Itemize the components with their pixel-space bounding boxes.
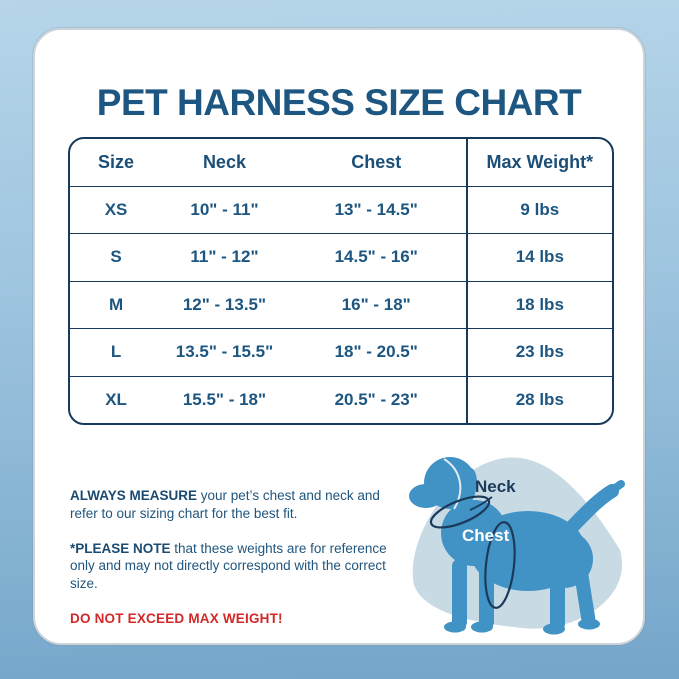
column-header-neck: Neck — [202, 151, 246, 172]
size-cell: XS — [104, 199, 128, 219]
measure-note-text: your pet’s chest and neck and refer to o… — [70, 488, 380, 521]
table-row-xs: XS 10" - 11" 13" - 14.5" 9 lbs — [70, 185, 612, 233]
page-title: PET HARNESS SIZE CHART — [96, 82, 582, 123]
reference-note-text: that these weights are for reference onl… — [70, 540, 387, 592]
measure-note: ALWAYS MEASURE your pet’s chest and neck… — [70, 487, 408, 523]
dog-measurement-diagram: Neck Chest — [402, 447, 642, 647]
size-cell: XL — [105, 389, 127, 409]
size-chart-card: PET HARNESS SIZE CHART Size Neck Chest M… — [33, 28, 645, 645]
neck-cell: 11" - 12" — [190, 247, 259, 267]
column-header-size: Size — [98, 151, 135, 172]
max-weight-cell: 9 lbs — [465, 186, 612, 233]
table-row-s: S 11" - 12" 14.5" - 16" 14 lbs — [70, 233, 612, 281]
chest-cell: 14.5" - 16" — [334, 247, 418, 267]
column-header-chest: Chest — [351, 151, 402, 172]
chest-measure-ring — [484, 521, 516, 609]
harness-size-table: Size Neck Chest Max Weight* XS 10" - 11"… — [68, 137, 614, 425]
chest-label: Chest — [462, 526, 510, 545]
measure-note-lead: ALWAYS MEASURE — [70, 488, 198, 503]
max-weight-warning: DO NOT EXCEED MAX WEIGHT! — [70, 611, 283, 627]
table-row-m: M 12" - 13.5" 16" - 18" 18 lbs — [70, 280, 612, 328]
chest-cell: 18" - 20.5" — [334, 342, 418, 362]
chest-cell: 20.5" - 23" — [334, 389, 418, 409]
neck-measure-highlight — [443, 458, 462, 510]
neck-cell: 15.5" - 18" — [182, 389, 267, 409]
dog-illustration — [409, 457, 625, 635]
table-row-l: L 13.5" - 15.5" 18" - 20.5" 23 lbs — [70, 328, 612, 376]
table-header-row: Size Neck Chest Max Weight* — [70, 139, 612, 186]
neck-label-leader-line — [469, 496, 493, 511]
max-weight-cell: 28 lbs — [465, 376, 612, 423]
neck-label: Neck — [475, 477, 516, 496]
neck-cell: 10" - 11" — [190, 199, 259, 219]
max-weight-cell: 18 lbs — [465, 281, 612, 328]
neck-cell: 13.5" - 15.5" — [175, 342, 274, 362]
table-row-xl: XL 15.5" - 18" 20.5" - 23" 28 lbs — [70, 375, 612, 423]
max-weight-cell: 14 lbs — [465, 234, 612, 281]
reference-note: *PLEASE NOTE that these weights are for … — [70, 540, 408, 593]
size-cell: M — [108, 294, 124, 314]
chest-cell: 16" - 18" — [341, 294, 411, 314]
sizing-notes: ALWAYS MEASURE your pet’s chest and neck… — [70, 487, 408, 645]
max-weight-cell: 23 lbs — [465, 329, 612, 376]
reference-note-lead: *PLEASE NOTE — [70, 540, 171, 556]
neck-cell: 12" - 13.5" — [182, 294, 267, 314]
chest-cell: 13" - 14.5" — [334, 199, 418, 219]
dog-silhouette — [409, 457, 625, 635]
size-cell: S — [110, 247, 122, 267]
column-header-max-weight: Max Weight* — [465, 139, 612, 186]
size-cell: L — [110, 342, 122, 362]
